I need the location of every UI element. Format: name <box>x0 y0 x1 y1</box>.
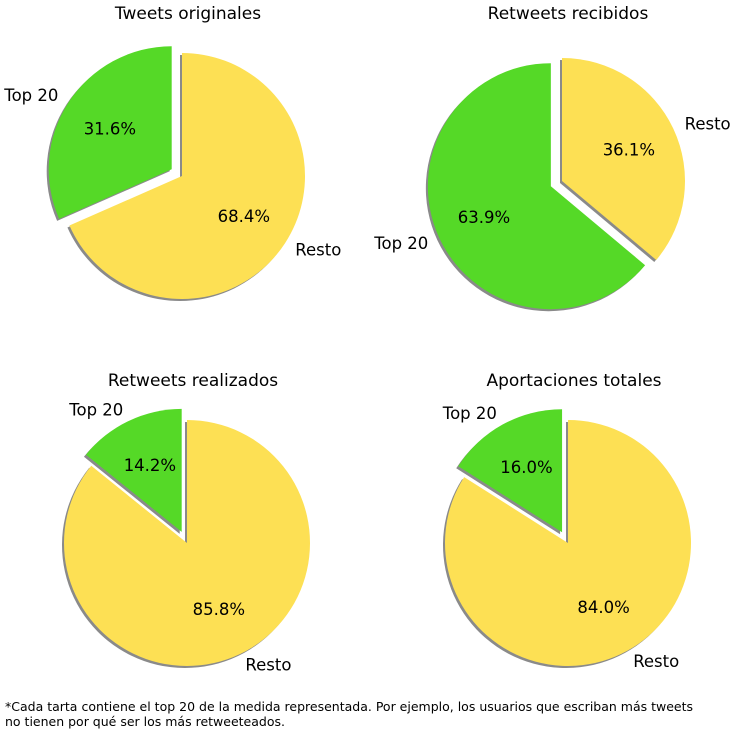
slice-label: Resto <box>245 656 291 675</box>
pie-charts-figure: Tweets originales Top 20 31.6% Resto 68.4% Re… <box>3 4 731 675</box>
pie-slice-top-20 <box>427 63 646 310</box>
pie-slices <box>48 46 306 299</box>
pie-chart-3: Retweets realizados Top 20 14.2% Resto 85.8% <box>61 371 310 675</box>
percentage-label: 14.2% <box>124 456 176 475</box>
pie-chart-4: Aportaciones totales Top 20 16.0% Resto 84.0… <box>442 371 692 671</box>
pie-slices <box>63 408 310 666</box>
pie-slice-top-20 <box>85 408 182 532</box>
percentage-label: 31.6% <box>84 120 136 139</box>
pie-slice-resto <box>562 58 686 260</box>
pie-slice-resto <box>445 419 692 666</box>
pie-title: Retweets recibidos <box>488 4 649 24</box>
pie-labels: Top 20 63.9% Resto 36.1% <box>373 114 730 253</box>
percentage-label: 68.4% <box>218 207 270 226</box>
slice-label: Top 20 <box>68 400 123 419</box>
percentage-label: 63.9% <box>458 208 510 227</box>
pie-slice-top-20 <box>48 46 172 219</box>
percentage-label: 36.1% <box>603 140 655 159</box>
pie-title: Retweets realizados <box>108 371 278 391</box>
percentage-label: 84.0% <box>577 598 629 617</box>
slice-label: Top 20 <box>373 234 428 253</box>
pie-slices <box>445 409 692 666</box>
pie-slices <box>427 58 686 310</box>
percentage-label: 16.0% <box>500 458 552 477</box>
pie-chart-2: Retweets recibidos Top 20 63.9% Resto 36.1% <box>373 4 731 312</box>
pie-slice-resto <box>69 53 306 299</box>
pie-chart-1: Tweets originales Top 20 31.6% Resto 68.4% <box>3 4 341 302</box>
footnote: *Cada tarta contiene el top 20 de la med… <box>5 699 694 729</box>
pie-labels: Top 20 14.2% Resto 85.8% <box>68 400 291 674</box>
pie-title: Tweets originales <box>114 4 261 24</box>
slice-label: Resto <box>685 114 731 133</box>
pie-slice-resto <box>63 420 310 666</box>
slice-label: Resto <box>295 240 341 259</box>
pie-labels: Top 20 31.6% Resto 68.4% <box>3 86 341 259</box>
slice-label: Top 20 <box>3 86 58 105</box>
slice-label: Resto <box>633 652 679 671</box>
pie-slice-top-20 <box>458 409 563 533</box>
slice-label: Top 20 <box>442 404 497 423</box>
pie-title: Aportaciones totales <box>486 371 661 391</box>
pie-labels: Top 20 16.0% Resto 84.0% <box>442 404 679 671</box>
percentage-label: 85.8% <box>193 600 245 619</box>
